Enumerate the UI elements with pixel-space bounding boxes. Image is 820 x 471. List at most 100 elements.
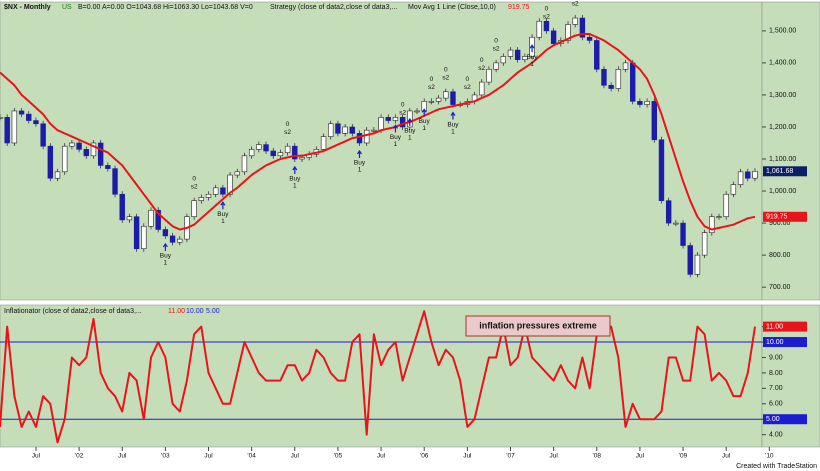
candle [162,229,169,237]
candle [622,62,629,70]
y-tick-label: 700.00 [769,284,791,291]
candle [349,126,356,134]
buy-arrow [392,124,398,133]
candle [745,171,751,179]
candle [241,155,248,173]
candle [658,139,665,201]
candle [198,197,205,201]
y-tick-label: 1,200.00 [769,124,796,131]
candle [680,222,686,246]
sell-qty: 0 [430,76,434,83]
x-tick-label: Jul [32,453,41,460]
buy-qty: 1 [293,183,297,190]
sell-label: s2 [464,84,471,91]
candle [615,68,622,89]
candle [608,85,614,89]
line [0,310,756,444]
quote: B=0.00 A=0.00 O=1043.68 Hi=1063.30 Lo=10… [78,4,253,11]
candle [522,56,528,60]
x-tick-label: '03 [161,453,170,460]
candle [177,238,183,243]
candle [594,40,600,70]
x-tick-label: '05 [334,453,343,460]
sell-qty: 0 [401,102,405,109]
candle [673,222,679,225]
x-tick-label: Jul [377,453,386,460]
footer: Created with TradeStation [736,463,817,470]
y-tick-label: 6.00 [769,401,783,408]
candle [11,110,18,144]
ma-last-label-box [763,211,807,222]
candle [586,36,593,41]
buy-qty: 1 [422,125,426,132]
y-tick-label: 1,300.00 [769,92,796,99]
candle [514,49,521,60]
buy-label: Buy [390,134,402,141]
candle [270,150,276,157]
candle [507,49,514,57]
candle [292,145,298,160]
x-tick-label: Jul [118,453,127,460]
buy-qty: 1 [530,61,534,68]
candle [500,56,506,64]
x-tick-label: '04 [247,453,256,460]
y-tick-label: 800.00 [769,252,791,259]
candle [723,193,729,217]
sell-label: s2 [442,74,449,81]
candle [392,117,399,121]
candle [256,144,262,150]
y-tick-label: 900.00 [769,220,791,227]
hline-legend: 10.00 [186,308,204,315]
candle [126,216,133,221]
y-tick-label: 4.00 [769,431,783,438]
candle [54,171,61,179]
candle [435,97,442,102]
sell-label: s2 [493,46,500,53]
ma-last-label: 919.75 [766,214,788,221]
x-tick-label: '10 [765,453,774,460]
sell-qty: 0 [286,121,290,128]
candle [687,245,693,275]
candle [486,68,492,83]
candle [299,157,305,160]
indicator-title: Inflationator (close of data2,close of d… [4,308,142,315]
x-tick-label: '02 [75,453,84,460]
candle [572,17,578,25]
y-tick-label: 8.00 [769,370,783,377]
candle [213,187,219,195]
buy-arrow [292,165,298,175]
candle [637,101,643,105]
sell-label: s2 [572,1,579,8]
x-tick-label: Jul [549,453,558,460]
sell-qty: 0 [192,175,196,182]
candle [62,145,68,173]
candle [248,149,255,157]
candle [227,174,233,195]
candle [148,209,154,227]
candle [543,20,550,32]
last-price-label-box [763,166,807,177]
h-line-label-box [763,414,807,425]
candle [601,68,607,86]
sell-label: s2 [478,65,485,72]
buy-qty: 1 [451,128,455,135]
candle [536,20,542,38]
x-tick-label: Jul [722,453,731,460]
strategy: Strategy (close of data2,close of data3,… [270,4,397,11]
candle [399,117,406,128]
symbol-title: $NX - Monthly [4,4,51,11]
price-panel [0,1,763,301]
candle [630,62,636,102]
candle [191,200,197,217]
candle [169,235,176,243]
sell-label: s2 [399,110,406,117]
candle [450,91,456,105]
line [0,33,756,231]
sell-qty: 0 [545,6,549,13]
buy-label: Buy [404,128,416,135]
candle [550,30,557,44]
buy-qty: 1 [358,167,362,174]
sell-qty: 0 [466,76,470,83]
candle [47,145,54,179]
buy-arrow [357,149,362,158]
